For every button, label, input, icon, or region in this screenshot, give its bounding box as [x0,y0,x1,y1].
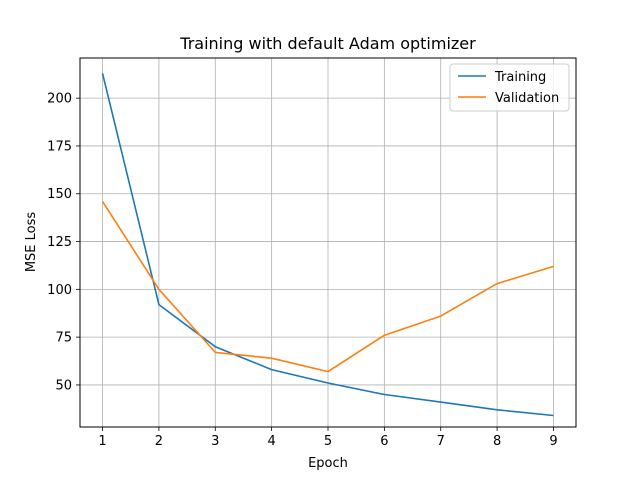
legend: Training Validation [449,63,570,112]
x-tick-label: 8 [493,434,501,449]
grid [80,58,576,427]
x-tick-label: 3 [211,434,219,449]
plot-frame [79,57,577,428]
legend-label-validation: Validation [495,91,559,106]
legend-label-training: Training [494,70,546,85]
y-tick-label: 175 [47,139,72,154]
y-axis-label: MSE Loss [24,212,39,273]
x-axis-ticks: 1 2 3 4 5 6 7 8 9 [98,427,558,449]
chart-title: Training with default Adam optimizer [179,34,476,53]
x-tick-label: 1 [98,434,106,449]
y-tick-label: 150 [47,187,72,202]
x-tick-label: 7 [437,434,445,449]
series-lines [101,73,554,417]
y-tick-label: 100 [47,283,72,298]
series-line-training [101,73,554,417]
x-tick-label: 2 [155,434,163,449]
y-tick-label: 75 [55,331,72,346]
y-tick-label: 200 [47,92,72,107]
y-tick-label: 125 [47,235,72,250]
y-tick-label: 50 [55,378,72,393]
x-tick-label: 6 [380,434,388,449]
y-axis-ticks: 50 75 100 125 150 175 200 [47,92,80,393]
x-axis-label: Epoch [308,456,348,471]
x-tick-label: 9 [549,434,557,449]
x-tick-label: 4 [267,434,275,449]
x-tick-label: 5 [324,434,332,449]
series-line-validation [101,200,554,373]
